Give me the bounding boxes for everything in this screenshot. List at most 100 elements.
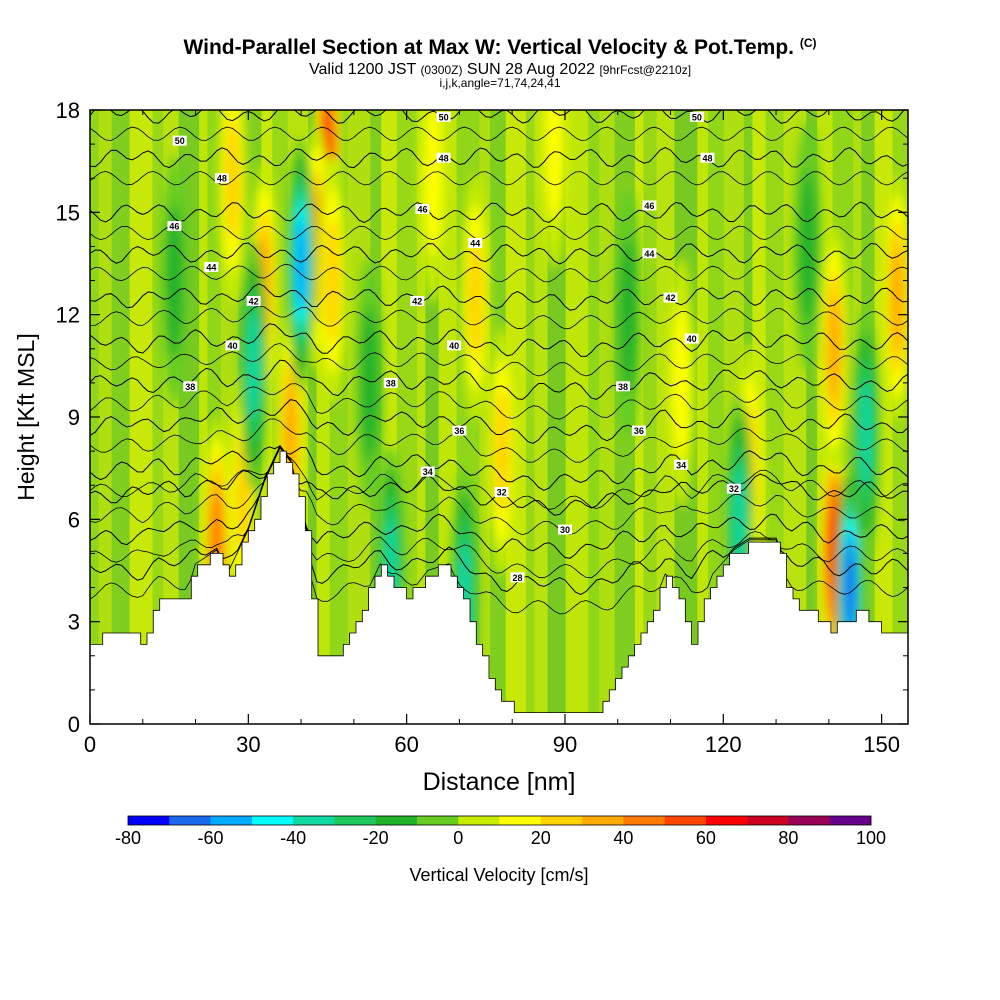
theta-label: 50 [172,135,187,146]
updraft-cell [667,257,696,508]
theta-label-text: 30 [560,525,570,535]
x-tick-label: 120 [705,732,742,757]
theta-label: 42 [410,296,425,307]
theta-contour-50 [90,110,905,124]
theta-label-text: 46 [169,221,179,231]
updraft-cell [461,172,490,423]
colorbar-tick-label: 40 [613,828,633,848]
colorbar-swatch [210,816,253,825]
colorbar-tick-label: 100 [856,828,886,848]
updraft-cell [540,110,569,270]
texture-band [261,110,273,724]
theta-label: 42 [663,292,678,303]
theta-label-bg [689,111,704,122]
theta-label-text: 50 [692,112,702,122]
theta-label-bg [383,377,398,388]
theta-label-bg [642,248,657,259]
x-tick-label: 0 [84,732,96,757]
terrain-profile [90,450,908,724]
x-axis-label: Distance [nm] [423,768,576,796]
y-tick-label: 3 [68,610,80,635]
theta-label-bg [420,466,435,477]
colorbar-swatch [293,816,335,825]
theta-label-text: 36 [634,426,644,436]
theta-label: 46 [167,220,182,231]
colorbar-swatch [128,816,170,825]
colorbar-tick-label: -40 [280,828,306,848]
theta-label-bg [510,572,525,583]
theta-label-bg [674,459,689,470]
y-tick-label: 15 [56,200,80,225]
title-text: Wind-Parallel Section at Max W: Vertical… [183,36,794,59]
texture-band [98,110,113,724]
plot-area: 50 48 46 44 42 40 38 50 48 46 44 42 40 38 36 34 32 30 28 50… [90,110,908,724]
texture-band [806,110,818,724]
velocity-contour [619,237,638,393]
velocity-contour [672,305,691,461]
texture-band [479,110,491,724]
theta-label-text: 42 [249,297,259,307]
colorbar-swatch [499,816,542,825]
y-tick-label: 12 [56,303,80,328]
colorbar-frame [127,815,872,826]
theta-label: 38 [383,377,398,388]
theta-contour-minor [90,446,908,579]
theta-label-text: 42 [412,297,422,307]
updraft-cell [218,110,247,304]
theta-label-text: 42 [666,293,676,303]
theta-contour-minor [90,383,908,420]
theta-label: 30 [557,524,572,535]
theta-label-text: 40 [687,334,697,344]
theta-contour-minor [90,170,908,186]
theta-label: 46 [642,200,657,211]
colorbar-tick-label: -80 [115,828,141,848]
theta-label-text: 38 [618,382,628,392]
theta-label: 48 [214,173,229,184]
theta-label-bg [494,487,509,498]
theta-label: 32 [494,487,509,498]
theta-label: 38 [616,381,631,392]
theta-label: 40 [684,333,699,344]
theta-label: 28 [510,572,525,583]
velocity-contour [325,218,341,343]
theta-label-bg [726,483,741,494]
theta-label-text: 40 [449,341,459,351]
theta-label-text: 44 [470,239,480,249]
colorbar-label: Vertical Velocity [cm/s] [409,865,588,885]
theta-label-bg [631,425,646,436]
theta-label-bg [616,381,631,392]
theta-label-bg [167,220,182,231]
theta-label-text: 44 [644,249,654,259]
forecast-info: [9hrFcst@2210z] [599,63,692,77]
downdraft-cell [355,257,384,508]
valid-prefix: Valid 1200 JST [308,61,416,78]
velocity-contour [467,235,483,360]
texture-band [707,110,725,724]
colorbar-swatch [623,816,665,825]
theta-label-text: 34 [676,460,686,470]
colorbar-tick-label: -60 [198,828,224,848]
theta-label-text: 48 [702,153,712,163]
colorbar-swatch [375,816,418,825]
theta-label: 48 [436,152,451,163]
theta-contour-42 [90,283,908,311]
velocity-contour [424,110,443,256]
theta-label-text: 40 [227,341,237,351]
colorbar-swatch [251,816,294,825]
theta-label-text: 32 [497,488,507,498]
theta-contour-36 [90,399,908,444]
theta-label: 42 [246,296,261,307]
theta-label-text: 28 [512,573,522,583]
colorbar-swatch [705,816,748,825]
texture-band [534,110,549,724]
theta-label-text: 32 [729,484,739,494]
theta-contour-minor [90,446,908,536]
velocity-contour [225,116,240,240]
theta-label-text: 50 [439,112,449,122]
theta-label-text: 46 [644,201,654,211]
theta-contour-minor [90,263,908,283]
theta-label-text: 48 [439,153,449,163]
theta-label-text: 36 [454,426,464,436]
title-suffix: (C) [799,36,817,50]
